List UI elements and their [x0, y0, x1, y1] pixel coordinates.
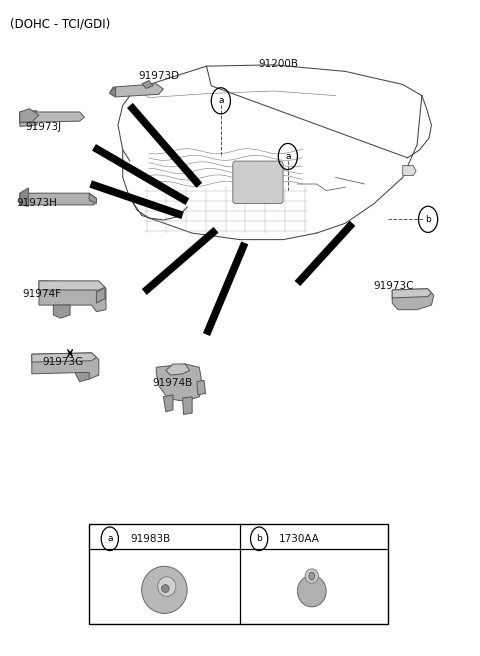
FancyBboxPatch shape	[233, 161, 283, 203]
Polygon shape	[53, 305, 70, 318]
Ellipse shape	[298, 575, 326, 607]
Text: 91973D: 91973D	[138, 71, 179, 81]
Polygon shape	[392, 289, 432, 298]
Polygon shape	[182, 397, 192, 415]
Polygon shape	[39, 281, 105, 290]
Text: 91973J: 91973J	[26, 121, 62, 132]
Polygon shape	[20, 188, 28, 206]
Polygon shape	[89, 193, 96, 203]
Polygon shape	[20, 109, 39, 123]
Text: b: b	[256, 534, 262, 543]
Polygon shape	[20, 193, 96, 205]
Text: 91973H: 91973H	[16, 198, 57, 208]
Polygon shape	[163, 395, 173, 412]
Polygon shape	[392, 289, 434, 310]
Polygon shape	[20, 112, 84, 123]
Text: a: a	[107, 534, 113, 543]
Text: 91974F: 91974F	[22, 289, 61, 298]
Ellipse shape	[157, 577, 176, 596]
Text: 91983B: 91983B	[130, 534, 170, 544]
Text: a: a	[285, 152, 290, 161]
Polygon shape	[20, 111, 39, 127]
Text: 91973G: 91973G	[42, 358, 84, 367]
Text: 91974B: 91974B	[153, 379, 193, 388]
Text: 91973C: 91973C	[373, 281, 413, 291]
Polygon shape	[110, 87, 116, 97]
Text: (DOHC - TCI/GDI): (DOHC - TCI/GDI)	[10, 17, 110, 30]
Polygon shape	[142, 81, 153, 89]
Polygon shape	[39, 281, 106, 312]
Polygon shape	[166, 364, 190, 375]
Circle shape	[309, 572, 315, 580]
Ellipse shape	[305, 569, 319, 583]
Text: 91200B: 91200B	[258, 60, 298, 70]
Polygon shape	[75, 373, 89, 382]
Polygon shape	[197, 380, 205, 395]
Polygon shape	[110, 84, 163, 97]
Ellipse shape	[142, 566, 187, 613]
Ellipse shape	[161, 584, 169, 592]
Polygon shape	[32, 353, 99, 379]
Polygon shape	[403, 166, 416, 175]
Polygon shape	[96, 287, 105, 303]
Polygon shape	[156, 364, 202, 401]
Polygon shape	[32, 353, 96, 362]
Text: a: a	[218, 96, 224, 106]
Text: b: b	[425, 215, 431, 224]
Bar	[89, 524, 388, 624]
Text: 1730AA: 1730AA	[279, 534, 320, 544]
